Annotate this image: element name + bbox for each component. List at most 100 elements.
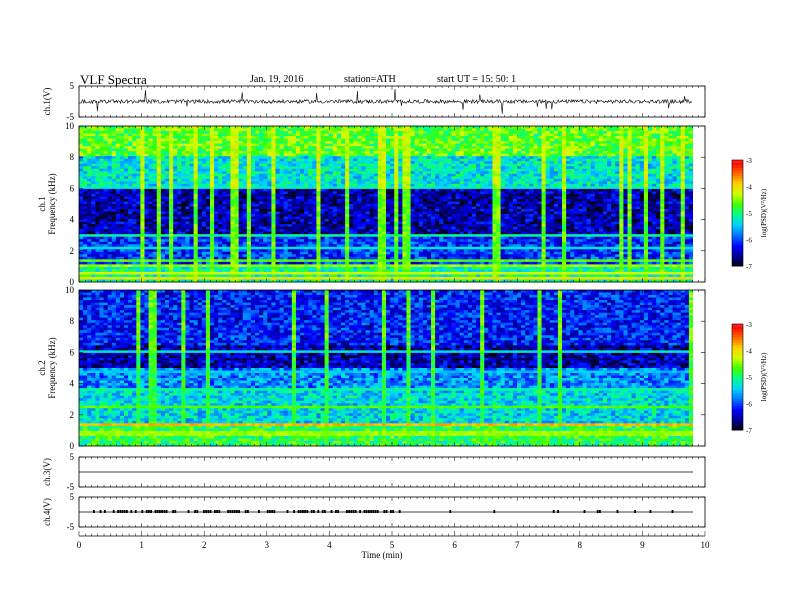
ch4-pulse [161,510,163,513]
time-axis-label-5: 5 [390,540,395,550]
ch4-pulse [207,510,209,513]
ch4-pulse [300,510,302,513]
ch2-spectrogram-tick-3: 6 [70,347,75,357]
ch1-spectrogram-colorbar-tick-4: -7 [746,263,752,271]
ch4-pulse [390,510,392,513]
time-axis-label-1: 1 [139,540,144,550]
ch2-spectrogram-colorbar-tick-1: -4 [746,348,752,356]
time-axis-label-9: 9 [640,540,645,550]
ch4-pulse [273,510,275,513]
ch4-pulse [227,510,229,513]
ch2-spectrogram-tick-0: 0 [70,441,75,451]
ch4-pulse [159,510,161,513]
ch4-pulse [368,510,370,513]
ch4-pulse [229,510,231,513]
ch4-pulse [337,510,339,513]
ch4-pulse [348,510,350,513]
ch4-pulse [155,510,157,513]
ch4-pulse [584,510,586,513]
ch4-pulse [267,510,269,513]
ch4-pulse [174,510,176,513]
ch4-pulse [355,510,357,513]
vlf-figure: 5-5ch.1(V)0246810ch.1 Frequency (kHz)-3-4… [0,0,792,612]
ch1-spectrogram-cells [79,126,693,282]
ch2-spectrogram-colorbar-label: log(PSD)(V²/Hz) [760,352,768,401]
ch2-spectrogram-cells [79,290,693,446]
ch4-waveform-ylabel: ch.4(V) [42,498,52,526]
ch4-pulse [236,510,238,513]
ch2-spectrogram-ylabel-line-0: ch.2 [37,360,47,375]
ch4-pulse [311,510,313,513]
ch1-spectrogram-tick-1: 2 [70,246,75,256]
ch1-waveform-tick-0: 5 [70,81,75,91]
ch1-spectrogram-colorbar-tick-3: -6 [746,237,752,245]
ch4-pulse [293,510,295,513]
ch4-pulse [269,510,271,513]
ch4-pulse [353,510,355,513]
time-axis-label-8: 8 [578,540,583,550]
ch4-pulse [166,510,168,513]
ch1-waveform-line [79,89,692,114]
ch4-pulse [331,510,333,513]
ch1-spectrogram-ylabel-line-0: ch.1 [37,196,47,211]
ch4-pulse [599,510,601,513]
ch4-pulse [359,510,361,513]
ch1-spectrogram-tick-2: 4 [70,215,75,225]
ch2-spectrogram-empty-region [693,290,705,446]
ch1-spectrogram-tick-3: 6 [70,183,75,193]
ch3-waveform-ylabel: ch.3(V) [42,458,52,486]
time-axis-label-0: 0 [77,540,82,550]
ch4-pulse [386,510,388,513]
ch1-spectrogram-colorbar-tick-2: -5 [746,210,752,218]
ch4-pulse [205,510,207,513]
ch4-pulse [322,510,324,513]
ch2-spectrogram-colorbar-tick-3: -6 [746,401,752,409]
ch3-waveform-tick-1: -5 [67,482,75,492]
ch4-pulse [122,510,124,513]
time-axis-label-10: 10 [701,540,711,550]
time-axis-label-2: 2 [202,540,207,550]
ch2-spectrogram-tick-1: 2 [70,410,75,420]
ch4-pulse [346,510,348,513]
ch4-pulse [350,510,352,513]
ch1-spectrogram-tick-4: 8 [70,152,75,162]
ch4-pulse [304,510,306,513]
ch1-spectrogram-colorbar-label: log(PSD)(V²/Hz) [760,188,768,237]
time-axis-title: Time (min) [362,550,403,560]
ch4-waveform-tick-0: 5 [70,492,75,502]
ch1-spectrogram-ylabel-line-1: Frequency (kHz) [47,173,57,234]
ch4-pulse [650,510,652,513]
ch4-pulse [493,510,495,513]
ch4-pulse [372,510,374,513]
ch4-pulse [287,510,289,513]
ch4-pulse [203,510,205,513]
ch2-spectrogram-tick-4: 8 [70,316,75,326]
ch1-waveform-ylabel: ch.1(V) [42,88,52,116]
ch4-pulse [214,510,216,513]
ch4-pulse [377,510,379,513]
ch2-spectrogram-tick-5: 10 [65,285,75,295]
ch4-pulse [634,510,636,513]
ch4-pulse [218,510,220,513]
ch4-pulse [126,510,128,513]
ch2-spectrogram-colorbar-tick-0: -3 [746,321,752,329]
ch4-pulse [196,510,198,513]
ch4-pulse [146,510,148,513]
ch2-spectrogram-ylabel-line-1: Frequency (kHz) [47,337,57,398]
ch4-pulse [194,510,196,513]
ch4-pulse [313,510,315,513]
ch4-pulse [553,510,555,513]
ch4-pulse [93,510,95,513]
ch4-pulse [364,510,366,513]
ch4-pulse [113,510,115,513]
ch4-pulse [188,510,190,513]
ch3-waveform-tick-0: 5 [70,452,75,462]
ch4-pulse [258,510,260,513]
time-axis-label-7: 7 [515,540,520,550]
ch4-pulse [449,510,451,513]
ch4-pulse [306,510,308,513]
ch1-spectrogram-tick-5: 10 [65,121,75,131]
ch4-pulse [617,510,619,513]
ch4-pulse [163,510,165,513]
ch4-waveform-tick-1: -5 [67,522,75,532]
